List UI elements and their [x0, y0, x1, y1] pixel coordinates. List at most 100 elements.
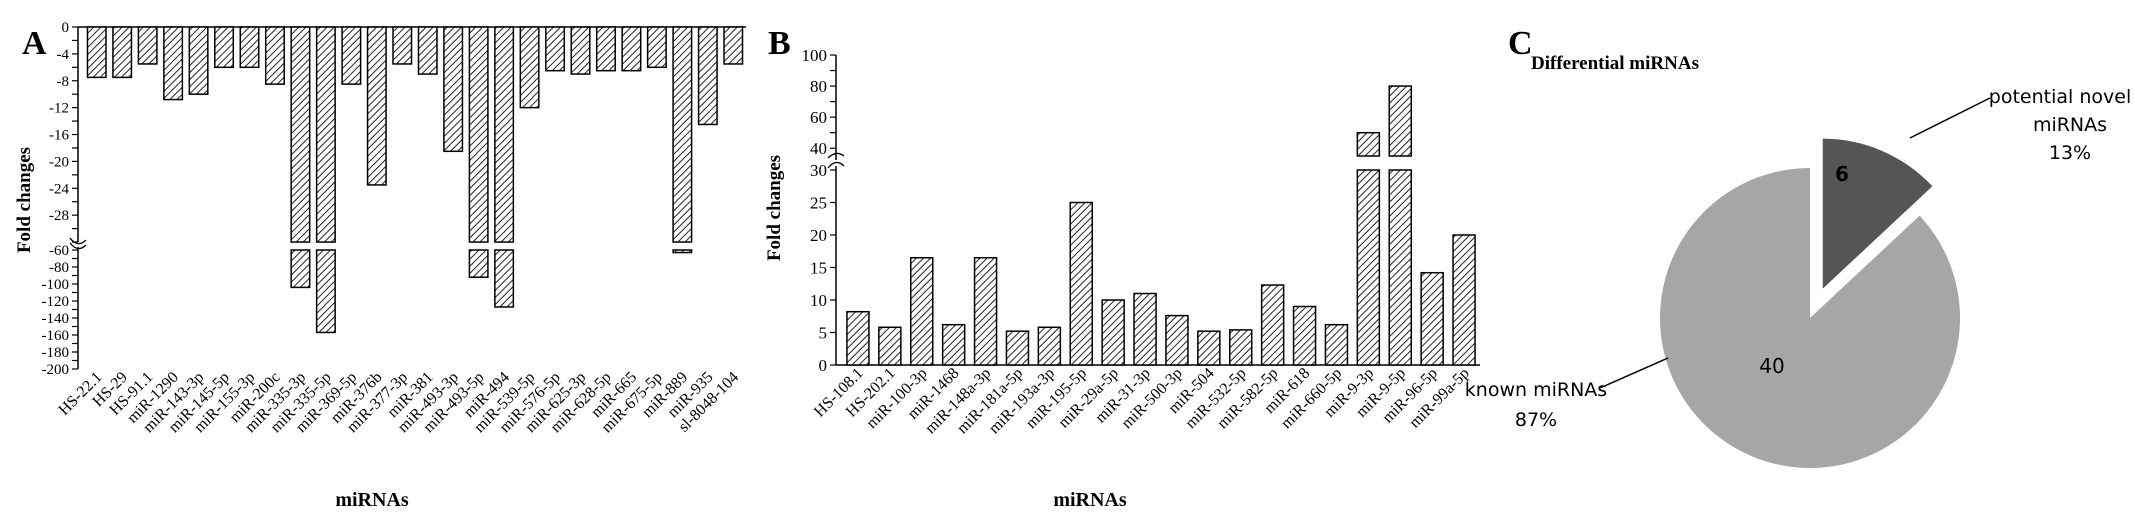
a-bar: [290, 249, 311, 289]
a-ytick-label: -120: [42, 294, 70, 310]
novel-label-line1: potential novel: [1989, 86, 2131, 108]
panel-b-xlabel: miRNAs: [1053, 489, 1127, 511]
pie-title: Differential miRNAs: [1531, 53, 1699, 74]
b-bar: [1356, 131, 1381, 157]
b-bar: [1005, 330, 1030, 366]
b-bar: [1356, 169, 1381, 366]
a-bar: [112, 26, 133, 79]
a-bar: [315, 26, 336, 243]
b-bar: [1069, 201, 1093, 366]
b-ytick-label: 10: [810, 291, 827, 310]
a-break-mark: [69, 237, 87, 245]
b-ytick-label: 0: [819, 356, 828, 375]
a-ytick-label: -12: [49, 101, 69, 117]
a-break-mark: [69, 242, 87, 250]
b-bar: [1165, 314, 1189, 366]
a-bar: [621, 26, 642, 72]
a-bar: [417, 26, 438, 75]
a-bar: [214, 26, 235, 69]
b-bar: [1420, 271, 1444, 366]
a-ytick-label: -20: [49, 154, 69, 170]
panel-a-xlabel: miRNAs: [335, 489, 409, 511]
a-ytick-label: -60: [49, 243, 69, 259]
known-leader-line: [1599, 357, 1669, 389]
b-ytick-label: 100: [802, 46, 828, 65]
panel-a-label: A: [22, 25, 47, 62]
panel-c-chart: Differential miRNAs 6 40 potential novel…: [1465, 53, 2131, 468]
b-ytick-label: 60: [810, 108, 827, 127]
a-ytick-label: -100: [42, 277, 70, 293]
a-bar: [494, 26, 515, 243]
a-bar: [672, 249, 693, 254]
b-bar: [878, 326, 902, 366]
b-bar: [846, 310, 870, 366]
b-ytick-label: 25: [810, 194, 827, 213]
a-bar: [188, 26, 209, 95]
a-ytick-label: -180: [42, 345, 70, 361]
panel-a-ylabel: Fold changes: [14, 147, 35, 253]
pie-value-known: 40: [1759, 354, 1784, 378]
a-bar: [315, 249, 336, 334]
b-bar: [1133, 292, 1157, 366]
b-bar: [1260, 284, 1285, 366]
b-bar: [1229, 329, 1253, 366]
b-ytick-label: 30: [810, 161, 827, 180]
a-bar: [595, 26, 616, 72]
b-bar: [941, 323, 966, 366]
panel-a-chart: Fold changes miRNAs 0 -4 -8 -12 -16 -20 -24 -28…: [14, 20, 746, 511]
b-bar: [1101, 299, 1125, 366]
novel-label-line2: miRNAs: [2033, 114, 2107, 136]
b-bar: [1388, 169, 1412, 366]
a-bar: [366, 26, 387, 186]
a-bar: [392, 26, 413, 65]
b-ytick-label: 20: [810, 226, 827, 245]
a-ytick-label: -140: [42, 311, 70, 327]
a-bar: [341, 26, 362, 85]
a-bar: [239, 26, 260, 69]
a-bar: [86, 26, 107, 79]
a-bar: [494, 249, 515, 308]
b-ytick-label: 15: [810, 259, 827, 278]
b-bar: [1388, 85, 1412, 157]
b-bar: [1324, 323, 1349, 366]
b-bar: [1197, 330, 1221, 366]
a-bar: [468, 249, 489, 278]
a-ytick-label: 0: [62, 20, 70, 36]
a-ytick-label: -24: [49, 181, 69, 197]
b-bar: [1292, 305, 1317, 366]
b-ytick-label: 80: [810, 77, 827, 96]
a-bar: [264, 26, 285, 85]
a-bar: [137, 26, 158, 65]
novel-leader-line: [1909, 97, 1991, 139]
panel-c-label: C: [1508, 25, 1533, 62]
b-bar: [973, 257, 998, 366]
a-ytick-label: -28: [49, 208, 69, 224]
pie-slice-novel: [1822, 138, 1933, 289]
panel-b-ylabel: Fold changes: [764, 155, 785, 261]
a-bar: [723, 26, 744, 65]
b-ytick-label: 40: [810, 139, 827, 158]
pie-slice-known: [1660, 168, 1960, 468]
b-ytick-label: 5: [819, 324, 828, 343]
a-bar: [519, 26, 540, 109]
panel-b-label: B: [768, 25, 791, 62]
b-bar: [1452, 234, 1476, 366]
a-bar: [163, 26, 184, 101]
a-bar: [545, 26, 566, 72]
b-break-mark: [827, 152, 845, 159]
a-bar: [290, 26, 311, 243]
b-bar: [1037, 326, 1062, 366]
a-ytick-label: -8: [57, 74, 70, 90]
a-ytick-label: -80: [49, 260, 69, 276]
pie-value-novel: 6: [1835, 162, 1849, 186]
known-label: known miRNAs: [1465, 379, 1607, 401]
a-bar: [672, 26, 693, 243]
known-percent: 87%: [1515, 409, 1557, 431]
panel-b-chart: Fold changes miRNAs 0 5 10 15 20 25 30 40 60 80 10…: [764, 46, 1480, 511]
a-bar: [697, 26, 718, 126]
a-ytick-label: -200: [42, 362, 70, 378]
b-break-mark: [827, 161, 845, 169]
a-bar: [468, 26, 489, 243]
a-ytick-label: -4: [57, 47, 70, 63]
